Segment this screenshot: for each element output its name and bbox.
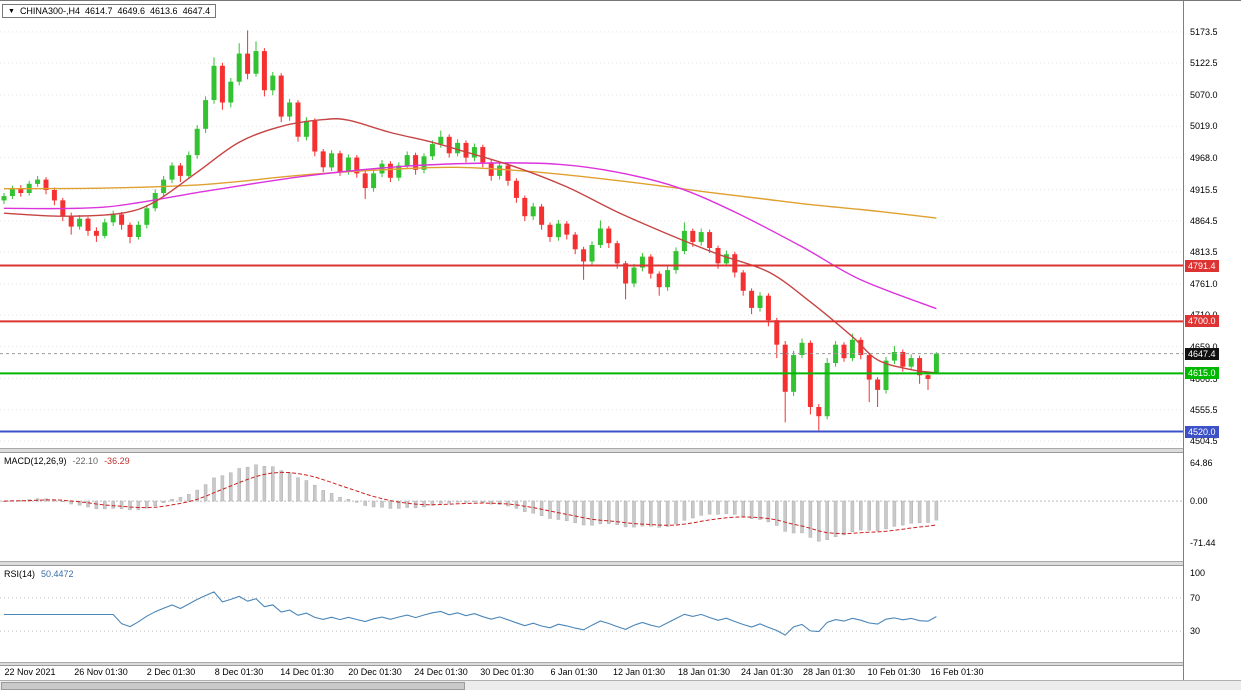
rsi-name: RSI(14)	[4, 569, 36, 579]
time-axis-label: 2 Dec 01:30	[146, 667, 196, 677]
macd-label: MACD(12,26,9) -22.10 -36.29	[4, 456, 130, 466]
rsi-canvas[interactable]	[0, 566, 1183, 662]
time-axis-label: 28 Jan 01:30	[802, 667, 856, 677]
ohlc-open-value: 4614.7	[84, 6, 113, 16]
time-axis-label: 18 Jan 01:30	[677, 667, 731, 677]
axis-tick-label: 4504.5	[1190, 436, 1218, 446]
price-axis[interactable]: 5173.5 5122.5 5070.0 5019.0 4968.0 4915.5 4864…	[1183, 1, 1241, 680]
axis-tick-label: 4710.0	[1190, 310, 1218, 320]
price-badge: 4647.4	[1185, 347, 1219, 360]
time-axis-label: 24 Jan 01:30	[740, 667, 794, 677]
axis-tick-label: 5122.5	[1190, 58, 1218, 69]
rsi-label: RSI(14) 50.4472	[4, 569, 74, 579]
macd-name: MACD(12,26,9)	[4, 456, 67, 466]
time-axis-label: 14 Dec 01:30	[280, 667, 334, 677]
collapse-triangle-icon[interactable]: ▼	[8, 7, 15, 15]
time-axis-label: 20 Dec 01:30	[348, 667, 402, 677]
axis-tick-label: 4968.0	[1190, 152, 1218, 163]
time-axis-label: 10 Feb 01:30	[867, 667, 921, 677]
time-axis-label: 30 Dec 01:30	[480, 667, 534, 677]
axis-tick-label: 4659.0	[1190, 341, 1218, 352]
ohlc-high-value: 4649.6	[117, 6, 146, 16]
time-axis-label: 22 Nov 2021	[4, 667, 56, 677]
panel-divider-macd[interactable]	[0, 448, 1241, 453]
axis-tick-label: 4915.5	[1190, 184, 1218, 195]
axis-tick-label: 0.00	[1190, 496, 1208, 507]
axis-tick-label: 5019.0	[1190, 121, 1218, 132]
symbol-period-label: CHINA300-,H4	[19, 6, 80, 16]
time-axis-label: 8 Dec 01:30	[214, 667, 264, 677]
axis-tick-label: 5070.0	[1190, 90, 1218, 101]
ohlc-low-value: 4613.6	[150, 6, 178, 16]
price-badge: 4700.0	[1185, 315, 1219, 328]
macd-canvas[interactable]	[0, 453, 1183, 561]
time-axis-label: 16 Feb 01:30	[930, 667, 984, 677]
scrollbar-thumb[interactable]	[1, 682, 465, 690]
panel-divider-bottom	[0, 662, 1241, 666]
macd-signal-value: -36.29	[104, 456, 130, 466]
ohlc-close-value: 4647.4	[182, 6, 211, 16]
panel-divider-rsi[interactable]	[0, 561, 1241, 566]
axis-tick-label: 30	[1190, 626, 1201, 637]
symbol-info-box[interactable]: ▼ CHINA300-,H4 4614.7 4649.6 4613.6 4647…	[2, 4, 217, 18]
axis-tick-label: 64.86	[1190, 458, 1213, 468]
time-axis-label: 6 Jan 01:30	[550, 667, 598, 677]
price-badge: 4520.0	[1185, 425, 1219, 438]
time-axis[interactable]: 22 Nov 2021 26 Nov 01:30 2 Dec 01:30 8 Dec …	[0, 666, 1183, 680]
axis-tick-label: 4761.0	[1190, 279, 1218, 290]
price-chart-canvas[interactable]	[0, 1, 1183, 448]
price-badge: 4791.4	[1185, 259, 1219, 272]
axis-tick-label: 100	[1190, 568, 1206, 578]
horizontal-scrollbar[interactable]	[0, 680, 1241, 690]
time-axis-label: 24 Dec 01:30	[414, 667, 468, 677]
time-axis-label: 26 Nov 01:30	[74, 667, 128, 677]
macd-main-value: -22.10	[72, 456, 99, 466]
rsi-value: 50.4472	[41, 569, 74, 579]
time-axis-label: 12 Jan 01:30	[612, 667, 666, 677]
axis-tick-label: 4555.5	[1190, 404, 1218, 415]
price-badge: 4615.0	[1185, 367, 1219, 380]
axis-tick-label: 4864.5	[1190, 215, 1218, 226]
axis-tick-label: 5173.5	[1190, 26, 1218, 37]
axis-tick-label: 70	[1190, 592, 1201, 603]
axis-tick-label: 4813.5	[1190, 247, 1218, 257]
axis-tick-label: -71.44	[1190, 538, 1216, 548]
